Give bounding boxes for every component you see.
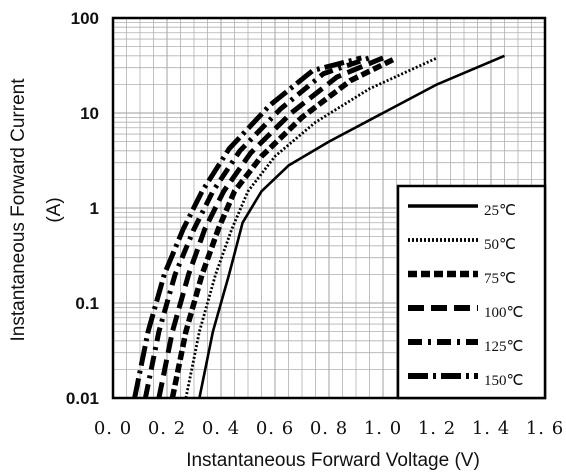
series-line [132, 55, 363, 399]
x-tick-label: 0. 4 [202, 418, 240, 439]
x-tick-label: 0. 0 [94, 418, 132, 439]
y-axis-label-unit: (A) [44, 197, 65, 222]
legend-label: 100℃ [484, 305, 523, 321]
legend-label: 150℃ [484, 373, 523, 389]
x-tick-label: 0. 2 [148, 418, 186, 439]
series-group [132, 54, 506, 399]
x-tick-label: 1. 0 [364, 418, 402, 439]
legend-label: 125℃ [484, 339, 523, 355]
y-tick-label: 1 [90, 199, 99, 218]
x-tick-label: 1. 2 [418, 418, 456, 439]
series-line [142, 55, 371, 399]
y-tick-label: 0.01 [66, 389, 99, 408]
x-tick-label: 1. 4 [472, 418, 510, 439]
legend: 25℃ 50℃ 75℃ 100℃ 125℃ 150℃ [396, 184, 547, 400]
x-axis-label: Instantaneous Forward Voltage (V) [186, 450, 480, 471]
x-tick-label: 0. 8 [310, 418, 348, 439]
x-tick-label: 0. 6 [256, 418, 294, 439]
legend-label: 50℃ [484, 237, 516, 253]
series-line [198, 54, 506, 399]
y-axis-label: Instantaneous Forward Current [8, 78, 29, 342]
tick-labels: 0. 0 0. 2 0. 4 0. 6 0. 8 1. 0 1. 2 1. 4 1. 6 0.01… [66, 9, 564, 439]
y-tick-label: 0.1 [75, 294, 99, 313]
y-tick-label: 100 [71, 9, 99, 28]
y-tick-label: 10 [80, 104, 99, 123]
legend-label: 25℃ [484, 203, 516, 219]
legend-box [396, 184, 547, 400]
legend-label: 75℃ [484, 271, 516, 287]
x-tick-label: 1. 6 [526, 418, 564, 439]
